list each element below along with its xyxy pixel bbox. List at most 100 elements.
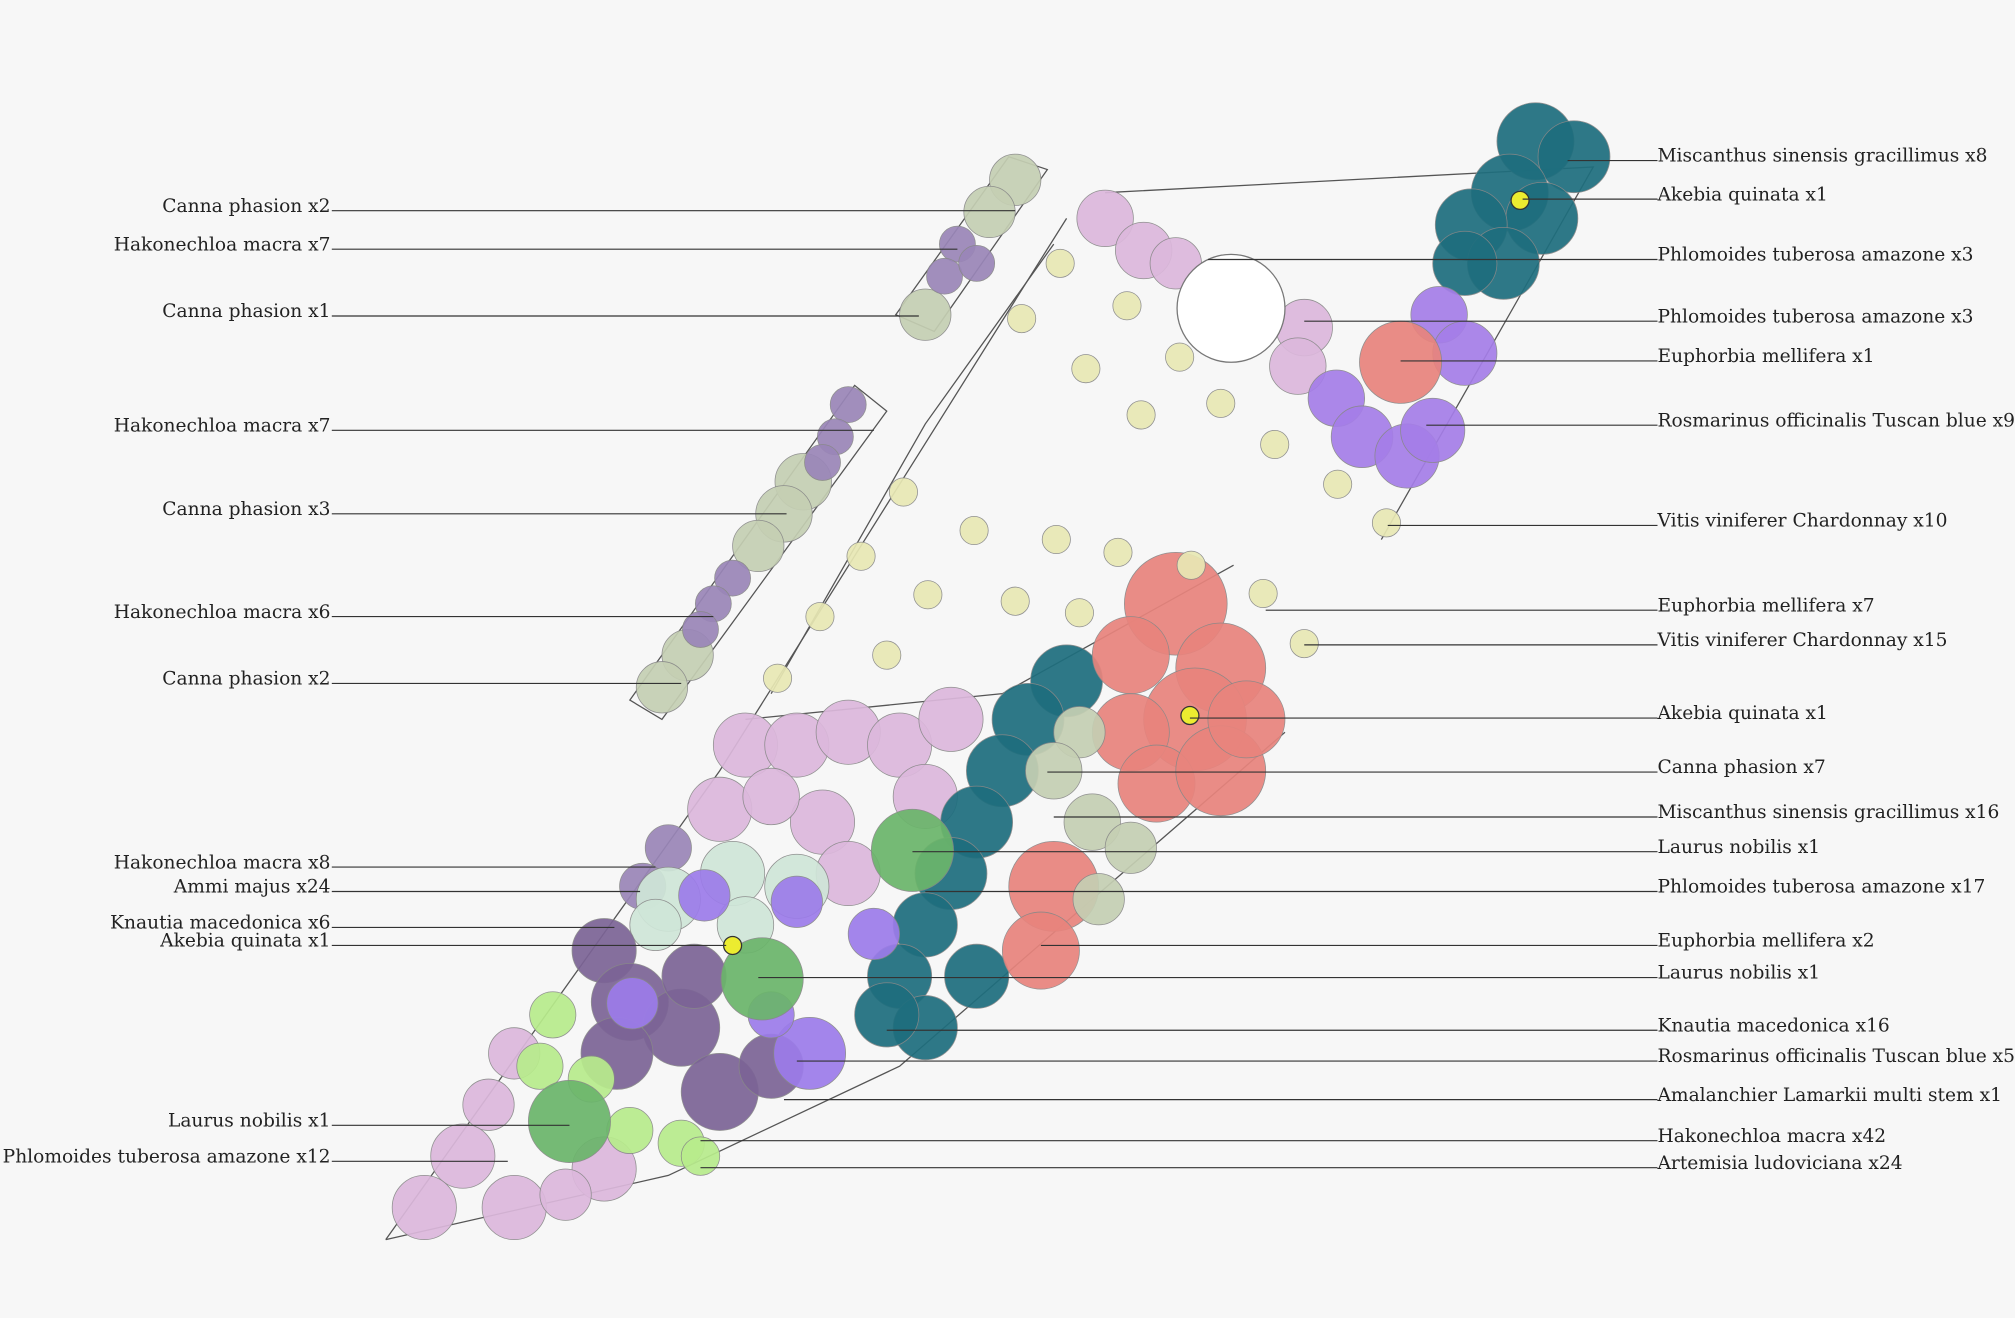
plant <box>805 602 835 632</box>
plant-label: Hakonechloa macra x8 <box>114 852 331 873</box>
plant-label: Miscanthus sinensis gracillimus x16 <box>1658 802 2000 823</box>
plant-label: Miscanthus sinensis gracillimus x8 <box>1658 146 1988 167</box>
plant <box>742 767 800 826</box>
plant-label: Laurus nobilis x1 <box>1658 963 1821 984</box>
plant-label: Laurus nobilis x1 <box>1658 837 1821 858</box>
plant <box>527 1079 611 1163</box>
plant-label: Phlomoides tuberosa amazone x12 <box>3 1146 331 1167</box>
plant-label: Phlomoides tuberosa amazone x3 <box>1658 306 1974 327</box>
plant <box>720 937 804 1021</box>
plant-label: Canna phasion x7 <box>1658 757 1826 778</box>
plant <box>1289 629 1319 659</box>
plant <box>899 288 952 341</box>
plant <box>529 991 577 1039</box>
plant-label: Phlomoides tuberosa amazone x17 <box>1658 877 1986 898</box>
plant <box>1064 598 1094 628</box>
plant <box>1323 469 1353 499</box>
plant <box>1269 337 1327 395</box>
plant-label: Canna phasion x2 <box>162 196 330 217</box>
plant <box>770 875 823 928</box>
plant-label: Euphorbia mellifera x1 <box>1658 346 1875 367</box>
plant <box>1103 537 1133 567</box>
plant <box>1053 706 1106 759</box>
plant <box>644 824 692 872</box>
plant-label: Canna phasion x1 <box>162 301 330 322</box>
plant-label: Vitis viniferer Chardonnay x15 <box>1657 630 1948 651</box>
plant-label: Akebia quinata x1 <box>159 931 330 952</box>
plant <box>1045 248 1075 278</box>
plant <box>1248 578 1278 609</box>
plant-label: Hakonechloa macra x7 <box>114 234 331 255</box>
plant <box>888 477 918 507</box>
plant <box>1076 189 1134 248</box>
plant <box>872 640 902 670</box>
plant-label: Hakonechloa macra x6 <box>114 602 331 623</box>
plant <box>481 1175 547 1241</box>
plant <box>958 244 996 282</box>
plants <box>391 102 1611 1241</box>
plant-label: Hakonechloa macra x7 <box>114 415 331 436</box>
plant <box>1165 342 1195 372</box>
plant <box>1207 680 1286 759</box>
plant <box>714 559 751 597</box>
plant <box>1260 429 1290 459</box>
plant <box>635 661 689 714</box>
plant <box>1400 397 1466 463</box>
plant <box>732 519 785 573</box>
plant <box>829 386 867 424</box>
plant <box>391 1175 457 1241</box>
plant-label: Euphorbia mellifera x7 <box>1658 595 1875 616</box>
plant-label: Knautia macedonica x6 <box>110 913 330 934</box>
plant-label: Amalanchier Lamarkii multi stem x1 <box>1657 1085 2002 1106</box>
plant <box>1063 793 1121 851</box>
akebia-dot <box>722 935 743 956</box>
plant <box>678 869 731 922</box>
plant-label: Vitis viniferer Chardonnay x10 <box>1657 511 1948 532</box>
plant <box>1104 821 1157 874</box>
plant-label: Euphorbia mellifera x2 <box>1658 931 1875 952</box>
plant <box>687 776 753 842</box>
plant <box>1072 873 1125 926</box>
plant <box>1025 742 1083 800</box>
plant <box>870 808 954 892</box>
plant <box>661 943 727 1009</box>
plant-label: Akebia quinata x1 <box>1657 184 1828 205</box>
plant-label: Phlomoides tuberosa amazone x3 <box>1658 245 1974 266</box>
plant-label: Ammi majus x24 <box>173 877 331 898</box>
plant <box>1112 291 1142 321</box>
akebia-dot <box>1180 705 1200 726</box>
plant <box>1537 120 1611 194</box>
plant <box>606 977 659 1030</box>
plant <box>680 1136 721 1176</box>
plant <box>959 516 989 546</box>
plant <box>1432 230 1498 296</box>
plant <box>804 444 841 481</box>
plant-label: Rosmarinus officinalis Tuscan blue x9 <box>1658 410 2015 431</box>
tree-canopy <box>1176 253 1286 363</box>
plant <box>763 663 793 693</box>
plant-label: Rosmarinus officinalis Tuscan blue x5 <box>1658 1046 2015 1067</box>
plant <box>1432 320 1498 386</box>
plant <box>1071 354 1101 384</box>
plant <box>1206 388 1236 418</box>
plant <box>430 1123 496 1189</box>
plant <box>1359 320 1443 404</box>
labels: Canna phasion x2 Hakonechloa macra x7 Cann… <box>3 146 2015 1174</box>
plant <box>606 1106 654 1154</box>
plant-label: Laurus nobilis x1 <box>168 1110 331 1131</box>
plant <box>926 257 963 295</box>
plant-label: Canna phasion x3 <box>162 499 330 520</box>
plant-label: Akebia quinata x1 <box>1657 703 1828 724</box>
plant <box>682 611 719 648</box>
plant <box>1176 550 1206 580</box>
plant <box>462 1078 515 1131</box>
plant <box>963 185 1016 239</box>
plant-label: Artemisia ludoviciana x24 <box>1657 1153 1903 1174</box>
plant <box>1126 400 1156 430</box>
plant-label: Knautia macedonica x16 <box>1658 1015 1890 1036</box>
plant <box>854 982 920 1048</box>
plant <box>629 898 682 951</box>
plant <box>773 1017 847 1090</box>
plant <box>1007 304 1037 334</box>
